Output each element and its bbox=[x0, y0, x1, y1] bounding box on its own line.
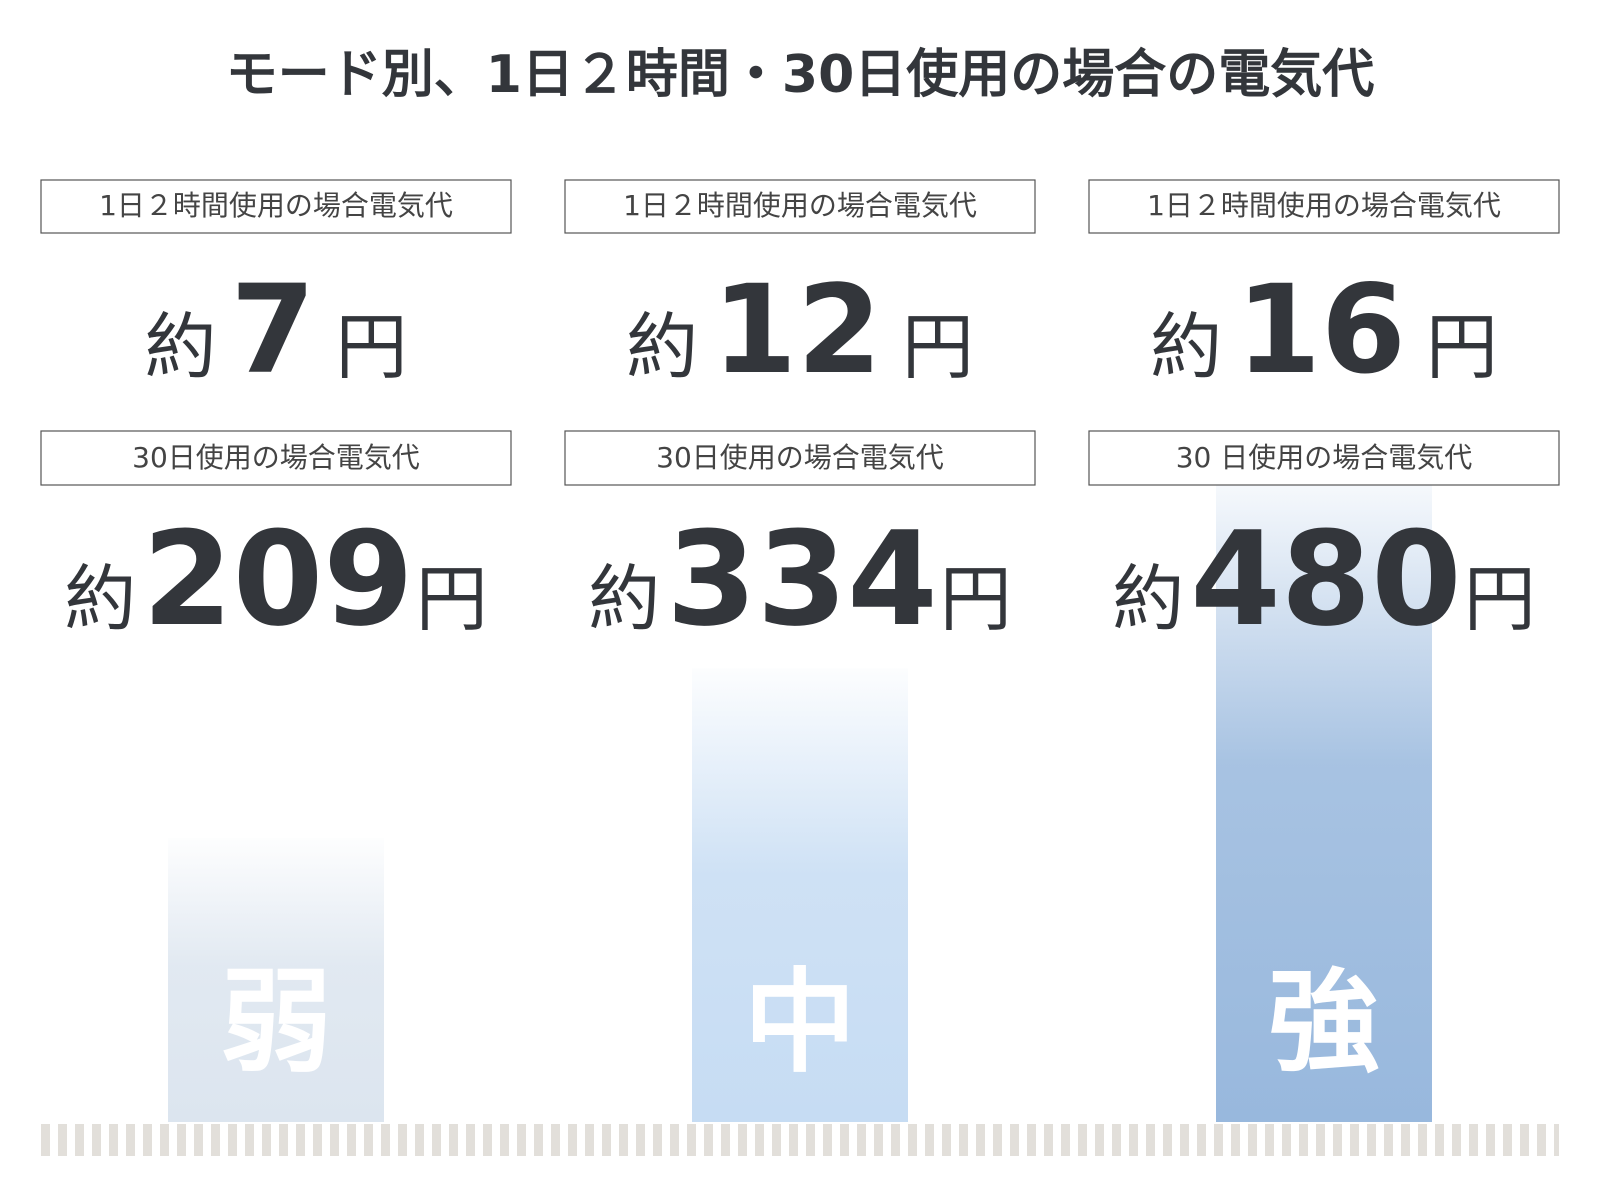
title: モード別、1日２時間・30日使用の場合の電気代 bbox=[226, 45, 1375, 105]
daily-value: 12 bbox=[712, 259, 882, 401]
daily-value: 7 bbox=[231, 259, 316, 401]
unit: 円 bbox=[940, 557, 1012, 641]
monthly-label: 30日使用の場合電気代 bbox=[132, 441, 420, 474]
daily-cost: 約 12 円 bbox=[626, 259, 974, 401]
monthly-value: 480 bbox=[1190, 503, 1461, 655]
unit: 円 bbox=[335, 305, 407, 389]
prefix: 約 bbox=[1112, 557, 1184, 641]
mode-label: 中 bbox=[744, 958, 856, 1088]
bar bbox=[168, 838, 384, 1122]
floor-stripes bbox=[41, 1124, 1559, 1156]
prefix: 約 bbox=[588, 557, 660, 641]
prefix: 約 bbox=[626, 305, 698, 389]
prefix: 約 bbox=[1150, 305, 1222, 389]
label-box bbox=[564, 430, 1036, 486]
bars: 弱中強 bbox=[168, 470, 1432, 1122]
unit: 円 bbox=[902, 305, 974, 389]
unit: 円 bbox=[1426, 305, 1498, 389]
daily-cost: 約 16 円 bbox=[1150, 259, 1498, 401]
label-box bbox=[1088, 179, 1560, 234]
daily-label: 1日２時間使用の場合電気代 bbox=[623, 189, 977, 222]
monthly-label: 30 日使用の場合電気代 bbox=[1176, 441, 1473, 474]
monthly-label: 30日使用の場合電気代 bbox=[656, 441, 944, 474]
unit: 円 bbox=[1464, 557, 1536, 641]
daily-value: 16 bbox=[1236, 259, 1406, 401]
label-box bbox=[40, 179, 512, 234]
bar bbox=[1216, 470, 1432, 1122]
mode-label: 強 bbox=[1268, 958, 1380, 1088]
daily-label: 1日２時間使用の場合電気代 bbox=[99, 189, 453, 222]
unit: 円 bbox=[416, 557, 488, 641]
monthly-cost: 約480円 bbox=[1112, 503, 1535, 655]
label-box bbox=[1088, 430, 1560, 486]
prefix: 約 bbox=[145, 305, 217, 389]
daily-label: 1日２時間使用の場合電気代 bbox=[1147, 189, 1501, 222]
monthly-cost: 約334円 bbox=[588, 503, 1011, 655]
label-box bbox=[564, 179, 1036, 234]
monthly-value: 209 bbox=[142, 503, 413, 655]
monthly-value: 334 bbox=[666, 503, 937, 655]
prefix: 約 bbox=[64, 557, 136, 641]
label-box bbox=[40, 430, 512, 486]
monthly-cost: 約209円 bbox=[64, 503, 487, 655]
bar bbox=[692, 668, 908, 1122]
mode-label: 弱 bbox=[220, 958, 332, 1088]
